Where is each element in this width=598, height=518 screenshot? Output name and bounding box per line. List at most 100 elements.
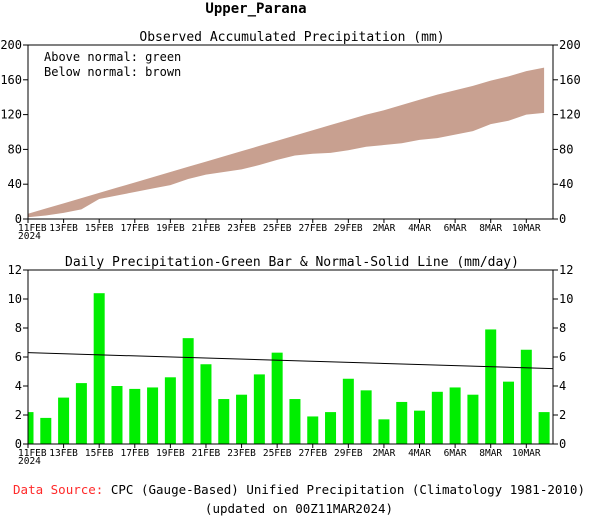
bottom-y-tick-left: 12 bbox=[8, 263, 22, 277]
plot-frame-top bbox=[27, 44, 554, 220]
updated-label: (updated on 00Z11MAR2024) bbox=[205, 501, 393, 516]
top-y-tick-right: 0 bbox=[559, 212, 566, 226]
top-x-tick-label: 25FEB bbox=[263, 223, 292, 234]
legend-above-normal: Above normal: green bbox=[44, 50, 181, 64]
bottom-y-tick-right: 6 bbox=[559, 350, 566, 364]
daily-precip-chart: Daily Precipitation-Green Bar & Normal-S… bbox=[8, 255, 574, 467]
top-y-tick-left: 0 bbox=[15, 212, 22, 226]
top-y-tick-left: 160 bbox=[0, 73, 22, 87]
bottom-x-tick-label: 27FEB bbox=[298, 448, 327, 459]
bottom-y-tick-left: 6 bbox=[15, 350, 22, 364]
top-x-tick-label: 19FEB bbox=[156, 223, 185, 234]
chart-title-daily: Daily Precipitation-Green Bar & Normal-S… bbox=[65, 255, 519, 270]
bottom-x-tick-label: 8MAR bbox=[479, 448, 502, 459]
bottom-y-tick-left: 10 bbox=[8, 292, 22, 306]
daily-bar bbox=[253, 374, 265, 444]
bottom-x-tick-label: 15FEB bbox=[85, 448, 114, 459]
accumulated-precip-chart: Observed Accumulated Precipitation (mm) … bbox=[0, 30, 580, 242]
top-y-tick-right: 80 bbox=[559, 142, 573, 156]
top-x-tick-label: 13FEB bbox=[49, 223, 78, 234]
data-source-label: Data Source: bbox=[13, 482, 103, 497]
top-x-tick-label: 15FEB bbox=[85, 223, 114, 234]
bottom-y-tick-right: 0 bbox=[559, 437, 566, 451]
top-x-tick-label: 6MAR bbox=[444, 223, 467, 234]
bottom-y-tick-right: 12 bbox=[559, 263, 573, 277]
bottom-x-tick-label: 21FEB bbox=[192, 448, 221, 459]
top-x-tick-label: 2MAR bbox=[372, 223, 395, 234]
top-x-tick-label: 10MAR bbox=[512, 223, 541, 234]
daily-bar bbox=[58, 397, 70, 444]
chart-title-accumulated: Observed Accumulated Precipitation (mm) bbox=[139, 30, 444, 45]
bottom-y-tick-left: 0 bbox=[15, 437, 22, 451]
bottom-y-tick-right: 4 bbox=[559, 379, 566, 393]
daily-bar bbox=[75, 383, 87, 444]
daily-bar bbox=[307, 416, 319, 444]
data-source-line: Data Source: CPC (Gauge-Based) Unified P… bbox=[13, 482, 585, 497]
top-x-tick-label: 11FEB bbox=[18, 223, 47, 234]
daily-bar bbox=[93, 293, 105, 444]
top-x-tick-label: 29FEB bbox=[334, 223, 363, 234]
daily-bar bbox=[467, 394, 479, 444]
bottom-y-tick-left: 8 bbox=[15, 321, 22, 335]
top-x-tick-label: 17FEB bbox=[120, 223, 149, 234]
daily-bar bbox=[396, 401, 408, 444]
top-y-tick-right: 40 bbox=[559, 177, 573, 191]
daily-bar bbox=[342, 378, 354, 444]
bottom-x-tick-label: 6MAR bbox=[444, 448, 467, 459]
daily-bar bbox=[218, 399, 230, 444]
daily-bar bbox=[520, 349, 532, 444]
daily-bar bbox=[182, 338, 194, 444]
plot-frame-bottom bbox=[27, 269, 554, 445]
bottom-y-tick-left: 4 bbox=[15, 379, 22, 393]
bottom-x-tick-label: 19FEB bbox=[156, 448, 185, 459]
top-y-tick-left: 80 bbox=[8, 142, 22, 156]
bottom-y-tick-right: 10 bbox=[559, 292, 573, 306]
year-label-bottom: 2024 bbox=[18, 456, 41, 467]
top-x-tick-label: 21FEB bbox=[192, 223, 221, 234]
daily-bar bbox=[414, 410, 426, 444]
daily-bar bbox=[485, 329, 497, 444]
daily-bar bbox=[271, 352, 283, 444]
top-y-tick-left: 120 bbox=[0, 108, 22, 122]
year-label-top: 2024 bbox=[18, 231, 41, 242]
top-y-tick-right: 200 bbox=[559, 38, 581, 52]
bottom-x-tick-label: 23FEB bbox=[227, 448, 256, 459]
daily-bar bbox=[378, 419, 390, 444]
daily-bar bbox=[200, 364, 212, 444]
bottom-x-tick-label: 25FEB bbox=[263, 448, 292, 459]
daily-bar bbox=[164, 377, 176, 444]
data-source-text: CPC (Gauge-Based) Unified Precipitation … bbox=[111, 482, 585, 497]
legend-below-normal: Below normal: brown bbox=[44, 65, 181, 79]
bottom-y-tick-right: 2 bbox=[559, 408, 566, 422]
top-x-tick-label: 8MAR bbox=[479, 223, 502, 234]
daily-bar bbox=[289, 399, 301, 444]
daily-bar bbox=[360, 390, 372, 444]
daily-bar bbox=[28, 412, 34, 444]
top-x-tick-label: 23FEB bbox=[227, 223, 256, 234]
top-x-tick-label: 27FEB bbox=[298, 223, 327, 234]
bottom-x-tick-label: 4MAR bbox=[408, 448, 431, 459]
top-x-tick-label: 4MAR bbox=[408, 223, 431, 234]
bottom-x-tick-label: 10MAR bbox=[512, 448, 541, 459]
top-y-tick-right: 160 bbox=[559, 73, 581, 87]
daily-bar bbox=[129, 388, 141, 444]
top-y-tick-left: 40 bbox=[8, 177, 22, 191]
daily-bar bbox=[538, 412, 550, 444]
bottom-x-tick-label: 11FEB bbox=[18, 448, 47, 459]
daily-bar bbox=[431, 391, 443, 444]
daily-bar bbox=[325, 412, 337, 444]
daily-bar bbox=[503, 381, 515, 444]
envelope-area bbox=[28, 67, 545, 218]
daily-bar bbox=[236, 394, 248, 444]
normal-line bbox=[27, 352, 554, 370]
bottom-x-tick-label: 29FEB bbox=[334, 448, 363, 459]
daily-bar bbox=[147, 387, 159, 444]
daily-bar bbox=[40, 417, 52, 444]
bottom-y-tick-right: 8 bbox=[559, 321, 566, 335]
bottom-x-tick-label: 13FEB bbox=[49, 448, 78, 459]
bottom-x-tick-label: 2MAR bbox=[372, 448, 395, 459]
top-y-tick-right: 120 bbox=[559, 108, 581, 122]
top-y-tick-left: 200 bbox=[0, 38, 22, 52]
bottom-x-tick-label: 17FEB bbox=[120, 448, 149, 459]
